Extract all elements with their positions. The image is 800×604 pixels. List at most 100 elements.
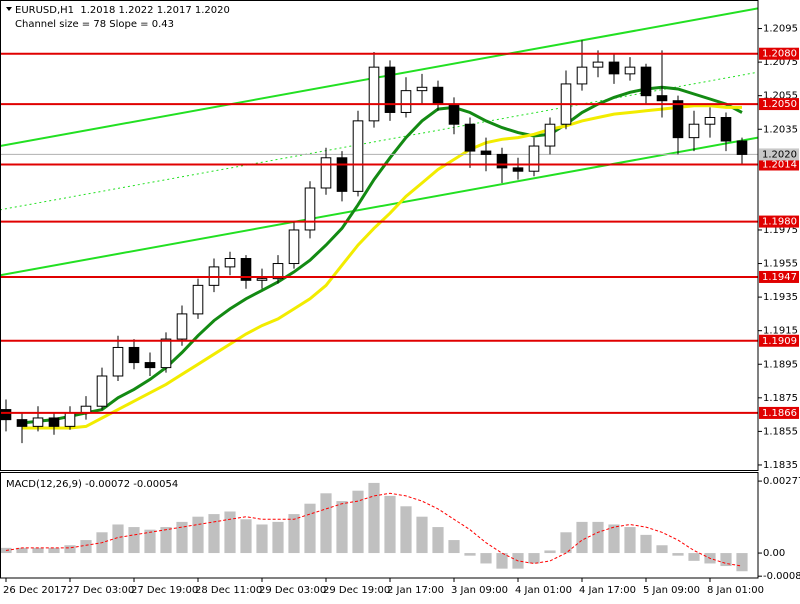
x-tick-label: 26 Dec 2017 xyxy=(3,585,67,596)
macd-bar xyxy=(352,490,364,554)
macd-bar xyxy=(736,553,748,572)
macd-bar xyxy=(480,553,492,564)
macd-bar xyxy=(656,545,668,554)
candle-body xyxy=(352,120,364,192)
macd-bar xyxy=(160,527,172,554)
candle-body xyxy=(528,145,540,172)
y-tick-label: 1.1875 xyxy=(763,393,798,404)
candle-body xyxy=(576,66,588,85)
macd-bar xyxy=(208,514,220,554)
macd-bar xyxy=(128,527,140,554)
moving-average xyxy=(21,85,743,425)
x-tick-label: 3 Jan 09:00 xyxy=(451,585,508,596)
macd-bar xyxy=(560,532,572,554)
candle-body xyxy=(448,103,460,125)
candle-body xyxy=(544,123,556,147)
axes: 1.2095 1.2075 1.2055 1.2035 1.1975 1.1955 1.19… xyxy=(3,24,800,596)
candle-body xyxy=(624,66,636,75)
candle-body xyxy=(320,157,332,189)
macd-bar xyxy=(256,524,268,554)
macd-bar xyxy=(672,553,684,556)
candle-body xyxy=(272,263,284,280)
y-tick-label: 1.2055 xyxy=(763,91,798,102)
level-label-box xyxy=(759,158,799,171)
candle-body xyxy=(256,278,268,281)
y-tick-label: 1.1975 xyxy=(763,225,798,236)
candle-body xyxy=(656,95,668,102)
y-tick-label: 1.2095 xyxy=(763,24,798,35)
candle-body xyxy=(368,66,380,122)
menu-arrow[interactable] xyxy=(6,7,12,11)
candle-body xyxy=(736,140,748,155)
macd-frame xyxy=(0,472,759,579)
level-label-box xyxy=(759,98,799,111)
macd-bar xyxy=(64,545,76,554)
level-label: 1.2050 xyxy=(762,99,797,110)
macd-bar xyxy=(288,514,300,554)
macd-bar xyxy=(608,524,620,554)
candle-body xyxy=(512,167,524,172)
macd-bar xyxy=(592,521,604,554)
macd-bar xyxy=(48,547,60,554)
chart-title: EURUSD,H1 1.2018 1.2022 1.2017 1.2020 xyxy=(15,5,230,16)
macd-bar xyxy=(432,527,444,554)
level-label: 1.1947 xyxy=(762,272,797,283)
macd-bar xyxy=(544,550,556,554)
macd-panel xyxy=(0,482,748,572)
candle-body xyxy=(144,362,156,369)
candle-body xyxy=(112,346,124,377)
candle-body xyxy=(80,405,92,414)
x-tick-label: 29 Dec 03:00 xyxy=(259,585,326,596)
macd-bar xyxy=(240,519,252,554)
macd-bar xyxy=(80,540,92,554)
macd-bar xyxy=(320,493,332,554)
candle-body xyxy=(464,123,476,152)
macd-bar xyxy=(640,534,652,554)
level-label-box xyxy=(759,334,799,347)
candle-body xyxy=(96,375,108,407)
candle-body xyxy=(688,123,700,139)
candle-body xyxy=(240,258,252,281)
macd-bar xyxy=(400,506,412,554)
candle-body xyxy=(496,153,508,169)
candle-body xyxy=(160,338,172,369)
y-tick-label: 1.2075 xyxy=(763,57,798,68)
level-label-box xyxy=(759,215,799,228)
candle-body xyxy=(480,150,492,155)
level-label-box xyxy=(759,270,799,283)
candle-body xyxy=(304,187,316,231)
macd-bar xyxy=(192,516,204,554)
macd-bar xyxy=(176,521,188,554)
level-label: 1.2014 xyxy=(762,160,797,171)
x-tick-label: 29 Dec 19:00 xyxy=(323,585,390,596)
candle-body xyxy=(32,417,44,427)
x-tick-label: 4 Jan 01:00 xyxy=(515,585,572,596)
y-tick-label: 1.1935 xyxy=(763,292,798,303)
level-label: 1.1980 xyxy=(762,217,797,228)
macd-bar xyxy=(416,516,428,554)
channel-line xyxy=(0,136,758,277)
candle-body xyxy=(224,258,236,268)
candle-body xyxy=(432,86,444,105)
macd-bar xyxy=(304,503,316,554)
candle-body xyxy=(48,417,60,427)
macd-y-tick-label: -0.00089 xyxy=(763,571,800,582)
macd-bar xyxy=(688,553,700,561)
level-label: 1.1866 xyxy=(762,408,797,419)
main-panel xyxy=(0,7,758,444)
candle-body xyxy=(16,419,28,427)
candle-body xyxy=(288,229,300,265)
channel-line xyxy=(0,71,758,211)
macd-y-tick-label: 0.00 xyxy=(763,548,785,559)
candle-body xyxy=(592,61,604,68)
y-tick-label: 1.1855 xyxy=(763,426,798,437)
candle-body xyxy=(176,313,188,340)
x-tick-label: 5 Jan 09:00 xyxy=(643,585,700,596)
level-label: 1.1909 xyxy=(762,336,797,347)
macd-bar xyxy=(32,547,44,554)
last-price-box xyxy=(759,148,799,161)
macd-bar xyxy=(16,547,28,554)
y-tick-label: 1.1955 xyxy=(763,259,798,270)
